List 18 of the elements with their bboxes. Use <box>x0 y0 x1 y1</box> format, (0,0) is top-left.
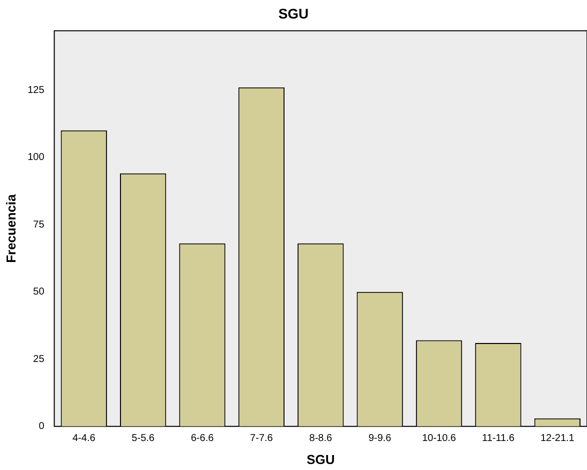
x-tick-label: 12-21.1 <box>540 433 575 444</box>
x-tick-label: 9-9.6 <box>368 433 392 444</box>
x-tick-label: 7-7.6 <box>250 433 274 444</box>
y-tick-label: 0 <box>38 421 45 432</box>
y-tick-label: 50 <box>33 286 45 298</box>
x-tick-label: 4-4.6 <box>72 433 96 444</box>
x-tick-label: 6-6.6 <box>190 433 214 444</box>
x-axis-title: SGU <box>306 452 335 467</box>
x-tick-label: 11-11.6 <box>482 433 515 444</box>
chart-title: SGU <box>278 5 309 22</box>
y-tick-label: 25 <box>33 354 45 365</box>
x-tick-label: 10-10.6 <box>422 433 456 444</box>
y-tick-label: 125 <box>28 84 45 96</box>
y-tick-label: 75 <box>33 219 45 230</box>
x-tick-label: 8-8.6 <box>309 433 332 444</box>
y-axis-title: Frecuencia <box>3 194 18 263</box>
y-tick-label: 100 <box>28 152 45 164</box>
x-tick-label: 5-5.6 <box>132 433 155 444</box>
